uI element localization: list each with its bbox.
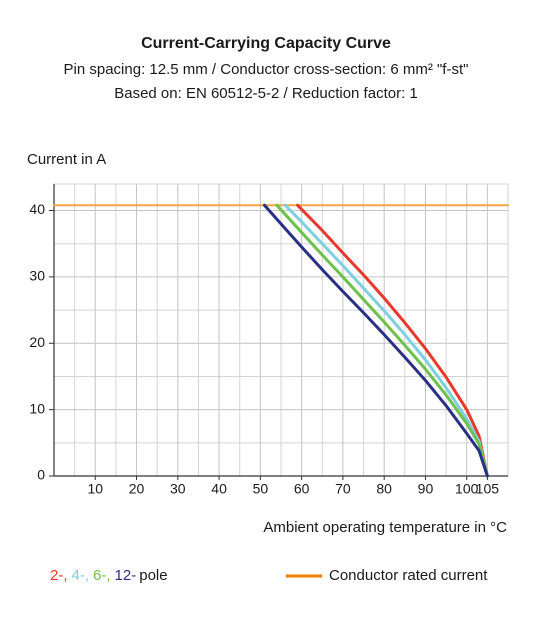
x-tick-label: 10 [87,481,103,497]
x-tick-label: 60 [294,481,310,497]
x-tick-label: 40 [211,481,227,497]
series-line [296,203,489,478]
legend-entry: 12- [115,567,137,584]
y-tick-label: 10 [29,400,45,416]
x-tick-label: 20 [129,481,145,497]
y-tick-label: 40 [29,201,45,217]
series-line [275,203,489,478]
x-tick-label: 80 [376,481,392,497]
legend-entry: 2-, [50,567,68,584]
x-tick-label: 105 [476,481,500,497]
series-line [283,203,489,478]
y-tick-label: 30 [29,268,45,284]
chart-subtitle: Pin spacing: 12.5 mm / Conductor cross-s… [64,61,469,78]
legend-label: Conductor rated current [329,567,488,584]
x-tick-label: 100 [455,481,479,497]
y-axis-label: Current in A [27,151,106,168]
legend-entry: 4-, [72,567,90,584]
chart-subtitle: Based on: EN 60512-5-2 / Reduction facto… [114,85,418,102]
x-axis-label: Ambient operating temperature in °C [263,519,507,536]
x-tick-label: 30 [170,481,186,497]
legend-suffix: pole [139,567,167,584]
legend: 2-, 4-, 6-, 12- pole [50,567,168,584]
x-tick-label: 90 [418,481,434,497]
chart-title: Current-Carrying Capacity Curve [141,35,391,52]
y-tick-label: 20 [29,334,45,350]
series-line [262,203,489,478]
x-tick-label: 70 [335,481,351,497]
legend-entry: 6-, [93,567,111,584]
x-tick-label: 50 [253,481,269,497]
y-tick-label: 0 [37,467,45,483]
